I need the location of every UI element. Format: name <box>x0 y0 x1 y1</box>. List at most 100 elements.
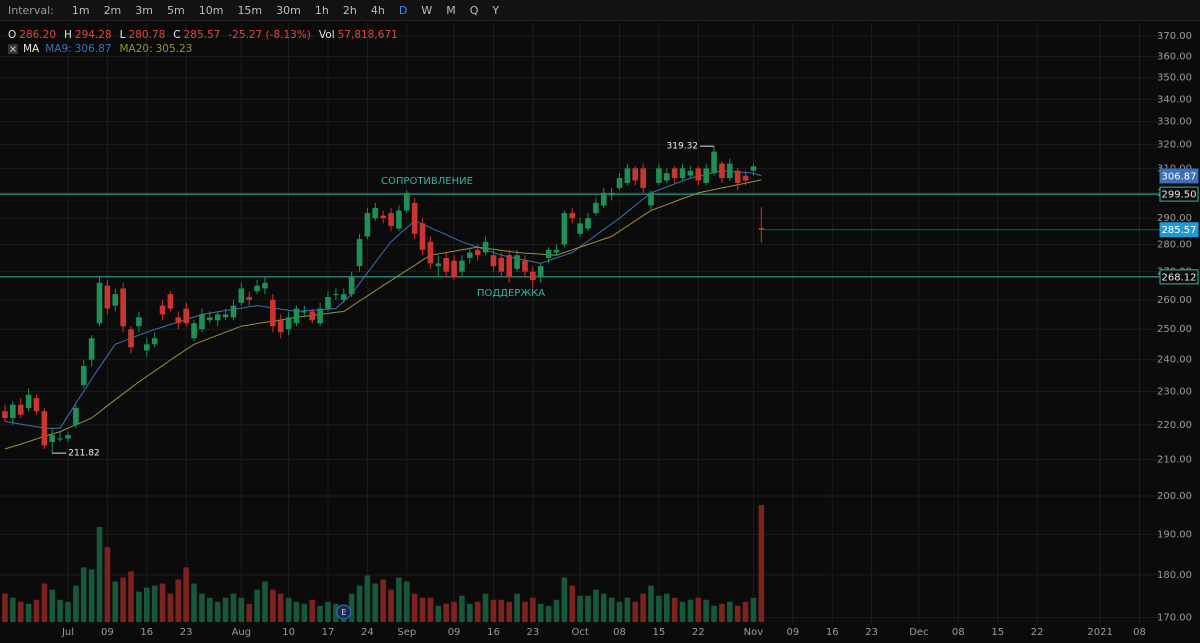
x-tick-label: 16 <box>487 627 500 638</box>
y-tick-label: 360.00 <box>1157 52 1192 63</box>
y-tick-label: 230.00 <box>1157 387 1192 398</box>
volume-bar <box>277 593 284 622</box>
volume-bar <box>207 597 213 622</box>
volume-bar <box>514 593 520 622</box>
candle-body <box>530 271 536 281</box>
volume-bar <box>348 593 355 622</box>
volume-bar <box>159 583 166 622</box>
x-tick-label: Dec <box>909 627 928 638</box>
interval-option[interactable]: W <box>421 3 433 17</box>
candle-body <box>65 435 71 439</box>
x-tick-label: 10 <box>282 627 295 638</box>
interval-option[interactable]: 5m <box>167 3 185 17</box>
interval-option[interactable]: Q <box>469 3 479 17</box>
x-tick-label: 15 <box>991 627 1004 638</box>
interval-option[interactable]: 2h <box>342 3 357 17</box>
candle-body <box>467 252 473 258</box>
volume-bar <box>388 589 394 622</box>
interval-option[interactable]: 30m <box>276 3 301 17</box>
interval-option[interactable]: M <box>446 3 456 17</box>
volume-bar <box>419 597 426 622</box>
low-label: 211.82 <box>68 449 100 459</box>
candle-body <box>17 404 24 415</box>
volume-bar <box>262 581 268 622</box>
volume-bar <box>663 593 670 622</box>
candle-body <box>656 168 662 183</box>
volume-bar <box>325 601 331 622</box>
candle-body <box>120 288 126 327</box>
candle-body <box>136 317 142 327</box>
candle-body <box>734 170 741 183</box>
interval-option[interactable]: Y <box>492 3 500 17</box>
volume-bar <box>451 601 457 622</box>
volume-bar <box>183 567 189 622</box>
volume-bar <box>88 569 95 622</box>
axis-price-label: 285.57 <box>1162 225 1197 236</box>
interval-toolbar: Interval: 1m 2m 3m 5m 10m 15m 30m 1h 2h 4h D W M Q Y <box>0 0 1200 21</box>
candle-body <box>695 168 702 181</box>
candle-body <box>608 192 615 196</box>
y-tick-label: 350.00 <box>1157 73 1192 84</box>
legend-value: 294.28 <box>74 29 112 41</box>
candle-body <box>577 223 583 234</box>
volume-bar <box>656 595 662 622</box>
candle-body <box>569 213 576 219</box>
interval-option[interactable]: D <box>398 3 408 17</box>
volume-bar <box>364 575 371 622</box>
axis-price-box <box>1159 168 1199 184</box>
volume-bar <box>17 601 24 622</box>
x-tick-label: 09 <box>786 627 799 638</box>
volume-bar <box>553 599 560 622</box>
candle-body <box>687 170 694 176</box>
candle-body <box>254 285 260 292</box>
x-tick-label: Aug <box>232 627 252 638</box>
y-tick-label: 190.00 <box>1157 529 1192 540</box>
candle-body <box>435 263 442 267</box>
candle-body <box>238 288 245 303</box>
candle-body <box>703 168 709 183</box>
volume-bar <box>593 589 599 622</box>
volume-bar <box>230 593 237 622</box>
close-icon[interactable] <box>8 44 18 54</box>
volume-bar <box>545 605 552 622</box>
x-tick-label: Oct <box>571 627 588 638</box>
volume-bar <box>317 605 323 622</box>
candle-body <box>340 294 347 300</box>
candle-body <box>490 255 497 267</box>
volume-bar <box>33 599 40 622</box>
x-tick-label: 17 <box>322 627 335 638</box>
candle-body <box>317 308 323 324</box>
candle-body <box>545 249 552 258</box>
volume-bar <box>65 601 71 622</box>
volume-bar <box>396 577 402 622</box>
y-tick-label: 200.00 <box>1157 491 1192 502</box>
interval-option[interactable]: 3m <box>135 3 153 17</box>
y-tick-label: 330.00 <box>1157 117 1192 128</box>
interval-option[interactable]: 2m <box>103 3 122 17</box>
volume-bar <box>695 597 702 622</box>
volume-bar <box>742 601 749 622</box>
candle-body <box>522 260 528 272</box>
x-tick-label: 22 <box>1031 627 1044 638</box>
candle-body <box>143 344 150 351</box>
axis-price-box <box>1159 269 1199 285</box>
volume-bar <box>467 603 473 622</box>
volume-bar <box>356 585 363 622</box>
interval-option[interactable]: 15m <box>237 3 263 17</box>
candle-body <box>246 297 253 300</box>
axis-price-label: 306.87 <box>1162 171 1197 182</box>
ohlc-legend: O 286.20 H 294.28 L 280.78 C 285.57 -25.27 (-8.1… <box>8 28 406 42</box>
interval-option[interactable]: 10m <box>198 3 224 17</box>
legend: O 286.20 H 294.28 L 280.78 C 285.57 -25.27 (-8.1… <box>8 28 406 56</box>
interval-option[interactable]: 4h <box>370 3 385 17</box>
interval-option[interactable]: 1h <box>314 3 329 17</box>
x-tick-label: 23 <box>865 627 878 638</box>
legend-value: 57,818,671 <box>337 29 398 41</box>
volume-bar <box>309 599 316 622</box>
candle-body <box>719 163 725 179</box>
volume-bar <box>372 583 379 622</box>
volume-bar <box>537 603 544 622</box>
volume-bar <box>648 585 654 622</box>
interval-option[interactable]: 1m <box>71 3 90 17</box>
volume-bar <box>41 583 48 622</box>
